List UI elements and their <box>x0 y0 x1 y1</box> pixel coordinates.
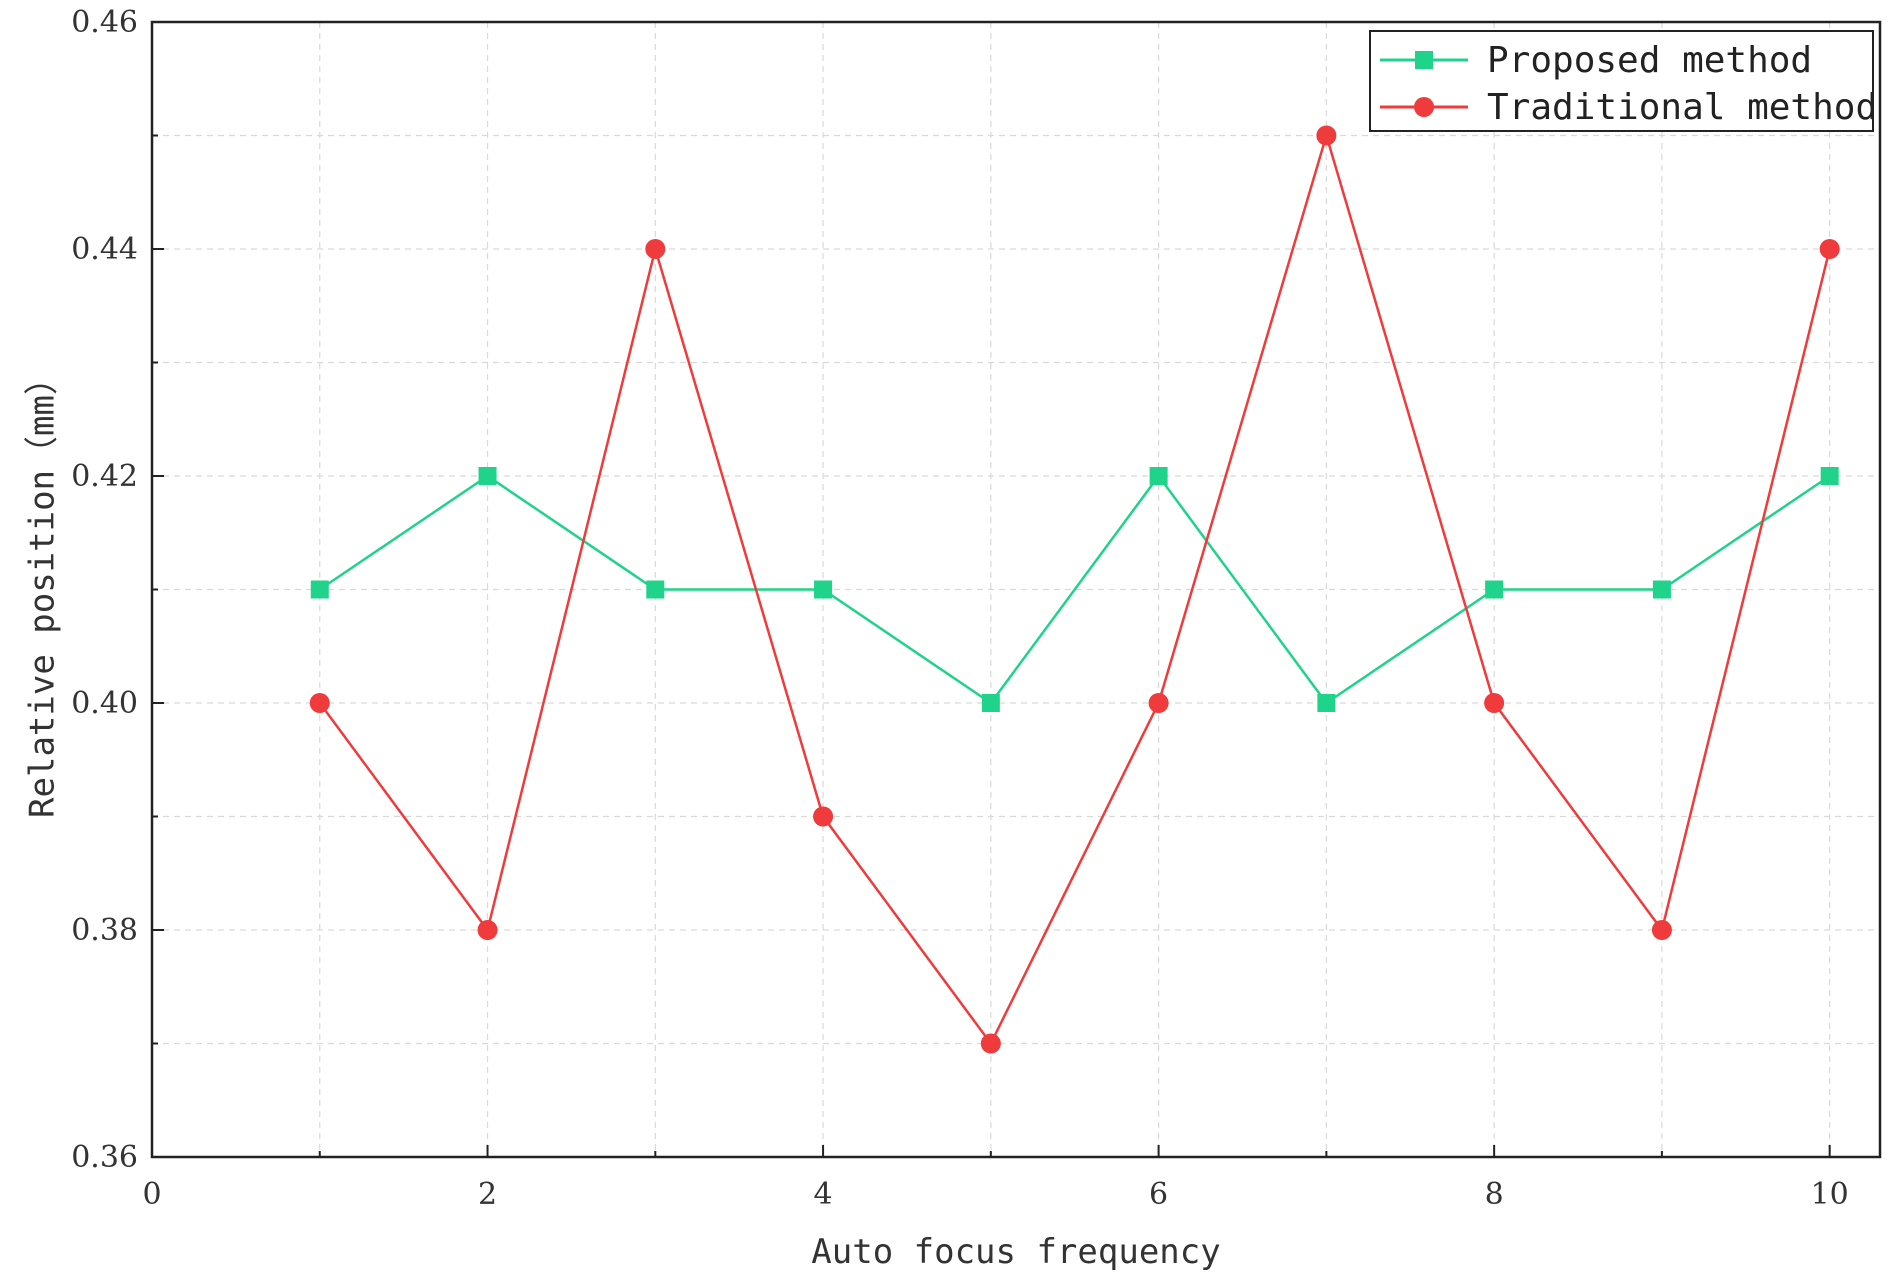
data-point-square <box>814 580 833 599</box>
x-tick-label: 4 <box>814 1177 833 1212</box>
data-point-square <box>981 694 1000 712</box>
y-tick-label: 0.42 <box>71 459 138 494</box>
data-point-circle <box>1316 125 1337 146</box>
x-tick-label: 10 <box>1811 1177 1849 1212</box>
data-point-circle <box>1651 920 1672 940</box>
data-point-square <box>1149 467 1168 485</box>
data-point-square <box>1652 580 1671 599</box>
data-point-circle <box>477 920 498 940</box>
y-tick-label: 0.38 <box>71 913 138 948</box>
series-line <box>318 131 1831 1046</box>
x-tick-label: 6 <box>1149 1177 1168 1212</box>
data-point-square <box>478 467 497 485</box>
data-point-circle <box>309 693 330 713</box>
data-point-circle <box>1148 693 1169 713</box>
legend-marker-square <box>1415 51 1433 69</box>
data-point-square <box>1820 467 1839 485</box>
data-point-square <box>310 580 329 599</box>
series-group <box>309 125 1840 1054</box>
y-tick-label: 0.46 <box>71 5 138 40</box>
series-traditional-method <box>309 125 1840 1054</box>
x-tick-label: 0 <box>142 1177 161 1212</box>
x-axis-title: Auto focus frequency <box>811 1232 1220 1272</box>
data-point-square <box>646 580 665 599</box>
y-tick-label: 0.44 <box>71 232 138 267</box>
series-proposed-method <box>310 467 1839 712</box>
data-point-circle <box>813 806 834 827</box>
legend-box <box>1369 30 1874 132</box>
x-tick-label: 2 <box>478 1177 497 1212</box>
x-tick-label: 8 <box>1485 1177 1504 1212</box>
data-point-circle <box>1819 239 1840 259</box>
axis-ticks: 0 2 4 6 8 10 0.36 0.38 0.40 0.42 0.44 0.46 <box>71 5 1849 1212</box>
data-point-square <box>1485 580 1504 599</box>
y-tick-label: 0.40 <box>71 686 138 721</box>
legend-label: Proposed method <box>1487 40 1812 81</box>
legend: Proposed method Traditional method <box>1369 30 1877 132</box>
y-tick-label: 0.36 <box>71 1140 138 1175</box>
data-point-circle <box>980 1033 1001 1054</box>
series-line <box>319 473 1831 705</box>
data-point-circle <box>1484 693 1505 713</box>
data-point-circle <box>645 239 666 259</box>
legend-label: Traditional method <box>1487 87 1877 128</box>
data-point-square <box>1317 694 1336 712</box>
legend-marker-circle <box>1414 97 1434 117</box>
y-axis-title: Relative position（mm） <box>23 361 63 818</box>
